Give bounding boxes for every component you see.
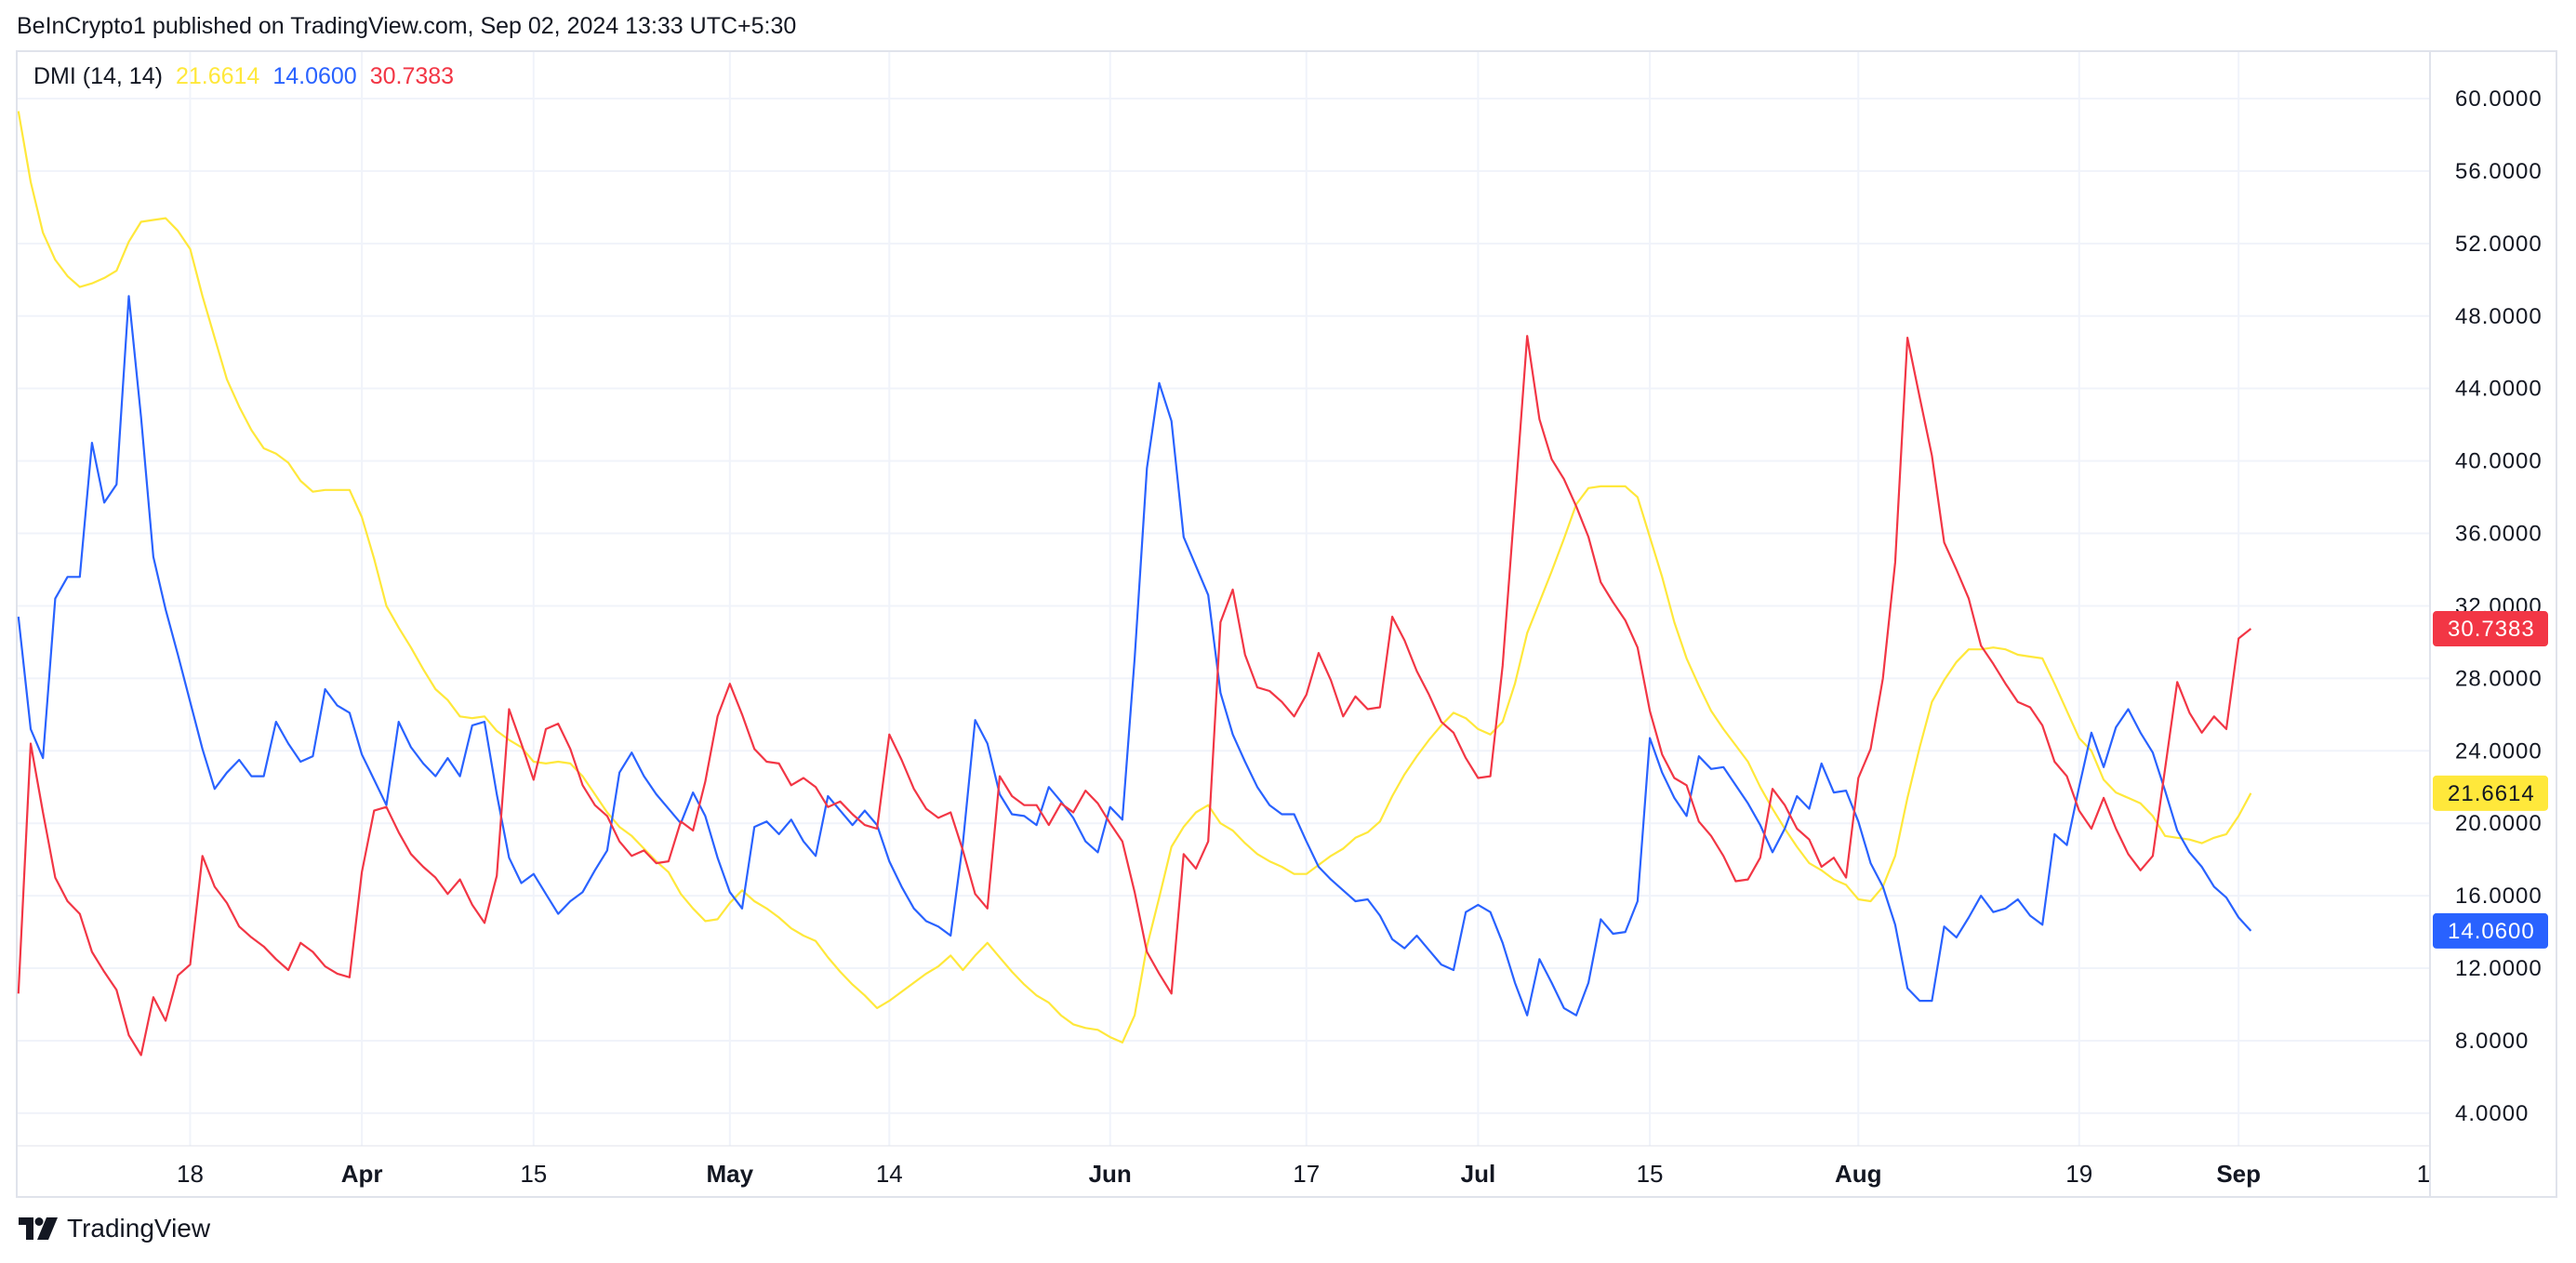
x-tick-label: Sep xyxy=(2216,1160,2261,1188)
grid xyxy=(17,51,2430,1146)
x-tick-label: 15 xyxy=(1637,1160,1664,1188)
tradingview-logo[interactable]: TradingView xyxy=(19,1214,210,1243)
x-tick-label: 17 xyxy=(1293,1160,1320,1188)
y-tick-label: 52.0000 xyxy=(2455,232,2543,257)
y-tick-label: 24.0000 xyxy=(2455,738,2543,764)
last-value-badge xyxy=(2433,775,2548,811)
x-tick-label: 18 xyxy=(177,1160,204,1188)
price-axis[interactable]: 60.0000 56.0000 52.0000 48.0000 44.0000 40.00… xyxy=(2455,86,2543,1126)
last-value-label: 21.6614 xyxy=(2448,781,2535,806)
legend-value-blue: 14.0600 xyxy=(272,63,357,89)
y-tick-label: 44.0000 xyxy=(2455,377,2543,402)
y-tick-label: 4.0000 xyxy=(2455,1101,2529,1126)
dmi-series-line-1 xyxy=(17,295,2252,1017)
tradingview-brand: TradingView xyxy=(67,1214,211,1243)
y-tick-label: 36.0000 xyxy=(2455,522,2543,547)
x-tick-label: May xyxy=(707,1160,754,1188)
time-axis[interactable]: 18 Apr 15 May 14 Jun 17 Jul 15 Aug 19 Sep 1 xyxy=(177,1160,2430,1188)
indicator-legend[interactable]: DMI (14, 14) 21.6614 14.0600 30.7383 xyxy=(33,63,454,90)
x-tick-label: Jul xyxy=(1461,1160,1496,1188)
x-tick-label: 14 xyxy=(876,1160,903,1188)
publish-info: BeInCrypto1 published on TradingView.com… xyxy=(17,13,797,39)
x-tick-label: 1 xyxy=(2417,1160,2430,1188)
y-tick-label: 28.0000 xyxy=(2455,666,2543,691)
last-value-label: 14.0600 xyxy=(2448,919,2535,944)
y-tick-label: 56.0000 xyxy=(2455,159,2543,184)
series-layer xyxy=(17,111,2252,1057)
last-value-badge xyxy=(2433,912,2548,949)
x-tick-label: 15 xyxy=(520,1160,547,1188)
y-tick-label: 8.0000 xyxy=(2455,1029,2529,1054)
tradingview-logo-icon xyxy=(19,1217,58,1240)
legend-value-yellow: 21.6614 xyxy=(175,63,260,89)
y-tick-label: 20.0000 xyxy=(2455,811,2543,836)
last-value-badge xyxy=(2433,611,2548,647)
y-tick-label: 12.0000 xyxy=(2455,956,2543,981)
dmi-series-line-0 xyxy=(17,111,2252,1044)
dmi-series-line-2 xyxy=(17,335,2252,1057)
last-value-labels: 21.6614 14.0600 30.7383 xyxy=(2433,611,2548,949)
x-tick-label: Apr xyxy=(341,1160,383,1188)
y-tick-label: 16.0000 xyxy=(2455,884,2543,909)
indicator-name: DMI (14, 14) xyxy=(33,63,163,89)
x-tick-label: Aug xyxy=(1835,1160,1882,1188)
legend-value-red: 30.7383 xyxy=(369,63,455,89)
y-tick-label: 60.0000 xyxy=(2455,86,2543,112)
last-value-label: 30.7383 xyxy=(2448,617,2535,642)
x-tick-label: Jun xyxy=(1089,1160,1132,1188)
y-tick-label: 48.0000 xyxy=(2455,304,2543,329)
chart-frame xyxy=(16,50,2557,1198)
y-tick-label: 40.0000 xyxy=(2455,449,2543,474)
x-tick-label: 19 xyxy=(2065,1160,2092,1188)
